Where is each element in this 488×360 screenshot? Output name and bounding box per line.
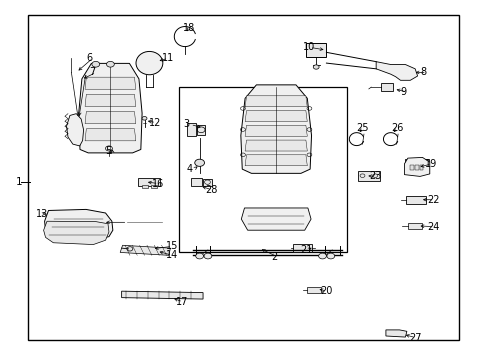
Text: 10: 10 — [303, 42, 315, 52]
Bar — [142, 185, 148, 188]
Polygon shape — [244, 96, 306, 107]
Circle shape — [195, 253, 203, 259]
Polygon shape — [241, 85, 311, 174]
Ellipse shape — [136, 51, 163, 75]
Text: 17: 17 — [176, 297, 188, 307]
Text: 9: 9 — [400, 87, 406, 97]
Text: 28: 28 — [205, 185, 218, 195]
Text: 6: 6 — [86, 53, 92, 63]
Text: 2: 2 — [271, 252, 277, 262]
Polygon shape — [375, 62, 417, 80]
Bar — [407, 223, 422, 229]
Bar — [151, 185, 157, 188]
Text: 11: 11 — [161, 53, 174, 63]
Text: 23: 23 — [368, 171, 381, 181]
Bar — [190, 178, 201, 186]
Polygon shape — [85, 77, 136, 89]
Text: 22: 22 — [427, 195, 439, 205]
Text: 21: 21 — [300, 245, 312, 255]
Text: 19: 19 — [424, 159, 436, 169]
Polygon shape — [244, 155, 306, 166]
Circle shape — [92, 61, 100, 67]
Bar — [306, 287, 320, 293]
Text: 8: 8 — [419, 67, 426, 77]
Polygon shape — [44, 210, 113, 239]
Bar — [405, 159, 428, 173]
Bar — [138, 178, 159, 186]
Polygon shape — [244, 140, 306, 151]
Text: 20: 20 — [320, 286, 332, 296]
Bar — [380, 83, 392, 91]
Polygon shape — [43, 221, 109, 244]
Text: 27: 27 — [408, 333, 421, 343]
Bar — [178, 87, 346, 252]
Bar — [306, 43, 325, 57]
Text: 1: 1 — [15, 177, 22, 187]
Text: 15: 15 — [165, 241, 178, 251]
Bar — [357, 171, 379, 181]
Text: 3: 3 — [183, 120, 189, 129]
Text: 14: 14 — [165, 250, 178, 260]
Bar — [414, 165, 418, 170]
Text: 7: 7 — [89, 67, 96, 77]
Polygon shape — [404, 157, 429, 176]
Bar — [419, 165, 423, 170]
Circle shape — [326, 253, 334, 259]
Polygon shape — [120, 245, 170, 255]
Text: 12: 12 — [149, 118, 162, 128]
Circle shape — [318, 253, 326, 259]
Text: 26: 26 — [390, 123, 402, 133]
Polygon shape — [85, 94, 136, 107]
Polygon shape — [85, 112, 136, 123]
Polygon shape — [241, 208, 310, 230]
Text: 16: 16 — [152, 179, 164, 189]
Bar — [409, 165, 413, 170]
Text: 4: 4 — [186, 164, 193, 174]
Text: 5: 5 — [105, 146, 112, 156]
Bar — [187, 123, 196, 136]
Polygon shape — [244, 111, 306, 122]
Text: 25: 25 — [356, 123, 368, 133]
Polygon shape — [79, 63, 142, 153]
Polygon shape — [385, 330, 406, 337]
Circle shape — [194, 159, 204, 166]
Bar — [293, 244, 311, 252]
Bar — [406, 196, 425, 204]
Text: 13: 13 — [36, 209, 48, 219]
Bar — [197, 125, 204, 135]
Circle shape — [106, 61, 114, 67]
Bar — [203, 179, 211, 186]
Polygon shape — [66, 114, 83, 146]
Bar — [27, 15, 458, 339]
Circle shape — [313, 65, 319, 69]
Polygon shape — [244, 125, 306, 136]
Circle shape — [142, 117, 147, 120]
Circle shape — [203, 253, 211, 259]
Polygon shape — [85, 129, 136, 141]
Text: 24: 24 — [427, 222, 439, 231]
Text: 18: 18 — [182, 23, 194, 33]
Polygon shape — [122, 291, 203, 299]
